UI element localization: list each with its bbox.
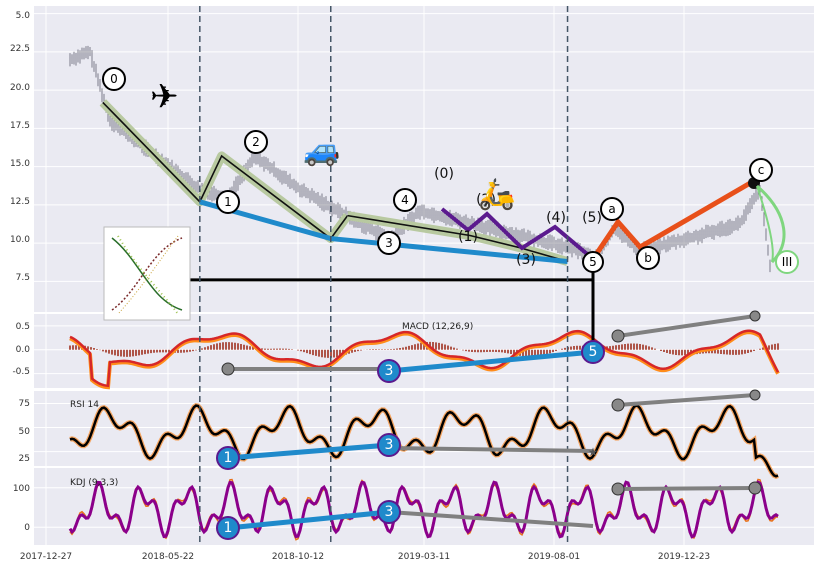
y-tick: 12.5 (10, 197, 30, 207)
x-tick: 2019-08-01 (528, 552, 580, 562)
sub-wave-label: (0) (434, 166, 454, 182)
wave-a-label-circle (600, 197, 624, 221)
kdj-marker: 3 (385, 504, 394, 520)
star-icon: ★ (588, 445, 599, 459)
macd-dot (749, 310, 761, 322)
kdj-dot (611, 482, 625, 496)
wave-4-label: 4 (401, 193, 409, 207)
wave-3-label: 3 (385, 236, 393, 250)
wave-a-label: a (608, 202, 615, 216)
wave-c-label: c (758, 163, 765, 177)
wave-1-label-circle (216, 190, 240, 214)
x-tick: 2017-12-27 (20, 552, 72, 562)
correction-wave-line (590, 179, 754, 261)
dna-chart-icon (103, 226, 191, 321)
sub-wave-label: (3) (516, 252, 536, 268)
x-tick: 2018-05-22 (142, 552, 194, 562)
kdj-marker-circle (377, 500, 401, 524)
macd-dot (221, 362, 235, 376)
rsi-dot (611, 398, 625, 412)
y-tick: 22.5 (10, 44, 30, 54)
y-tick: 0.0 (16, 345, 31, 355)
green-arrow (756, 185, 774, 263)
wave-2-label: 2 (252, 135, 260, 149)
rsi-marker: 3 (385, 437, 394, 453)
kdj-k-line (68, 480, 779, 539)
y-tick: 17.5 (10, 121, 30, 131)
wave-b-label-circle (636, 246, 660, 270)
x-tick: 2019-03-11 (398, 552, 450, 562)
kdj-dot (748, 481, 762, 495)
sub-wave-label: (5) (582, 210, 602, 226)
y-tick: 0.5 (16, 322, 30, 332)
scooter-icon: 🛵 (478, 177, 515, 212)
wave-iii-label-circle (775, 250, 799, 274)
macd-title: MACD (12,26,9) (402, 322, 473, 332)
wave-1-label: 1 (224, 195, 232, 209)
kdj-blue-trend (227, 509, 390, 531)
y-tick: 0 (24, 523, 30, 533)
y-tick: 20.0 (10, 83, 30, 93)
price-y-axis: 22.5 20.0 17.5 15.0 12.5 10.0 7.5 5.0 (10, 11, 30, 283)
car-icon: 🚙 (303, 133, 340, 168)
x-tick: 2019-12-23 (658, 552, 710, 562)
kdj-gray-trend (388, 510, 594, 528)
rsi-y-axis: 75 50 25 (19, 399, 31, 464)
impulse-wave-line (347, 214, 568, 263)
rsi-marker-circle (377, 433, 401, 457)
kdj-marker: 1 (224, 520, 233, 536)
sub-wave-label: (1) (458, 229, 478, 245)
y-tick: 50 (19, 427, 31, 437)
macd-gray-trend (617, 314, 756, 338)
y-tick: 5.0 (16, 11, 31, 21)
macd-line (69, 329, 780, 388)
rsi-marker: 1 (224, 450, 233, 466)
sub-wave-line (440, 207, 595, 261)
rsi-gray-trend (388, 446, 594, 453)
macd-marker-circle (377, 359, 401, 383)
wave-c-label-circle (749, 158, 773, 182)
x-tick: 2018-10-12 (272, 552, 324, 562)
rsi-blue-trend (227, 442, 390, 461)
y-tick: 7.5 (16, 273, 30, 283)
rsi-gray-trend (617, 393, 756, 407)
y-tick: 10.0 (10, 235, 30, 245)
macd-y-axis: 0.5 0.0 -0.5 (12, 322, 30, 377)
wave-2-label-circle (244, 130, 268, 154)
y-tick: 100 (13, 484, 30, 494)
y-tick: 25 (19, 454, 30, 464)
rsi-title: RSI 14 (70, 400, 99, 410)
kdj-title: KDJ (9,3,3) (70, 478, 118, 488)
macd-marker: 3 (385, 363, 394, 379)
annotations: 0 1 2 3 4 5 a b c III (0) (1) (2) (3) (4) (5) 3 5 ★ 1 3 1 3 (99, 6, 799, 545)
wave-3-label-circle (377, 231, 401, 255)
kdj-marker-circle (216, 516, 240, 540)
wave-5-label: 5 (589, 255, 597, 269)
rsi-dot (749, 389, 761, 401)
wave-0-label: 0 (110, 72, 118, 86)
y-tick: 15.0 (10, 159, 30, 169)
wave-4-label-circle (393, 188, 417, 212)
macd-dot (611, 329, 625, 343)
macd-marker: 5 (589, 344, 598, 360)
wave-0-label-circle (102, 67, 126, 91)
sub-wave-label: (4) (546, 210, 566, 226)
wave-5-label-circle (582, 251, 604, 273)
macd-blue-trend (388, 349, 594, 374)
macd-marker-circle (581, 340, 605, 364)
sub-wave-label: (2) (476, 192, 496, 208)
kdj-gray-trend (617, 486, 756, 491)
wave-iii-label: III (782, 255, 793, 269)
impulse-wave-line (102, 101, 349, 240)
kdj-y-axis: 100 0 (13, 484, 30, 533)
wave-b-label: b (644, 251, 652, 265)
y-tick: -0.5 (12, 367, 30, 377)
x-axis: 2017-12-27 2018-05-22 2018-10-12 2019-03… (20, 552, 710, 562)
y-tick: 75 (19, 399, 30, 409)
airplane-icon: ✈ (150, 77, 179, 117)
rsi-marker-circle (216, 446, 240, 470)
